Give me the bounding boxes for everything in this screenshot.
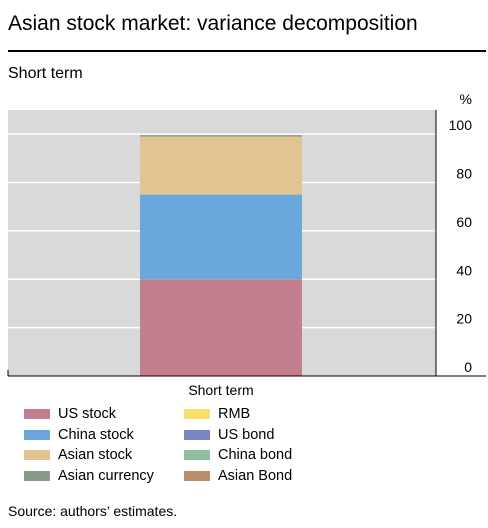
chart-title: Asian stock market: variance decompositi…: [8, 12, 418, 35]
bar-segment-us-stock: [140, 279, 302, 376]
y-tick-label: 0: [464, 359, 472, 375]
legend-item-us-bond: US bond: [184, 425, 324, 446]
y-tick-label: 40: [456, 262, 472, 278]
legend-swatch: [24, 409, 50, 420]
legend-swatch: [184, 429, 210, 440]
legend-swatch: [184, 470, 210, 481]
title-rule: [8, 50, 486, 52]
legend-item-rmb: RMB: [184, 404, 324, 425]
legend-swatch: [24, 429, 50, 440]
legend-item-china-stock: China stock: [24, 425, 184, 446]
legend-item-asian-stock: Asian stock: [24, 445, 184, 466]
y-tick-label: 80: [456, 166, 472, 182]
y-unit-label: %: [460, 91, 472, 107]
legend-label: China bond: [218, 447, 293, 464]
y-tick-label: 60: [456, 214, 472, 230]
legend-label: RMB: [218, 406, 251, 423]
legend-label: China stock: [58, 426, 134, 443]
legend-label: Asian Bond: [218, 467, 293, 484]
y-tick-label: 100: [449, 117, 473, 133]
x-category-label: Short term: [188, 382, 253, 398]
bar-segment-asian-currency: [140, 135, 302, 137]
y-tick-label: 20: [456, 311, 472, 327]
bar-segment-china-stock: [140, 194, 302, 280]
legend-label: Asian stock: [58, 447, 133, 464]
legend-item-us-stock: US stock: [24, 404, 184, 425]
chart-subtitle: Short term: [8, 65, 83, 82]
legend-label: US bond: [218, 426, 275, 443]
chart-area: 0 20 40 60 80 100% Short term: [7, 91, 486, 398]
legend-swatch: [24, 450, 50, 461]
legend-item-asian-bond: Asian Bond: [184, 466, 324, 487]
legend-label: Asian currency: [58, 467, 154, 484]
bar-segment-asian-stock: [140, 136, 302, 195]
legend-swatch: [184, 450, 210, 461]
legend-swatch: [184, 409, 210, 420]
legend-label: US stock: [58, 406, 117, 423]
legend-item-asian-currency: Asian currency: [24, 466, 184, 487]
chart-legend: US stock RMB China stock US bond Asian stock…: [24, 404, 324, 486]
legend-swatch: [24, 470, 50, 481]
source-note: Source: authors’ estimates.: [8, 503, 178, 519]
legend-item-china-bond: China bond: [184, 445, 324, 466]
